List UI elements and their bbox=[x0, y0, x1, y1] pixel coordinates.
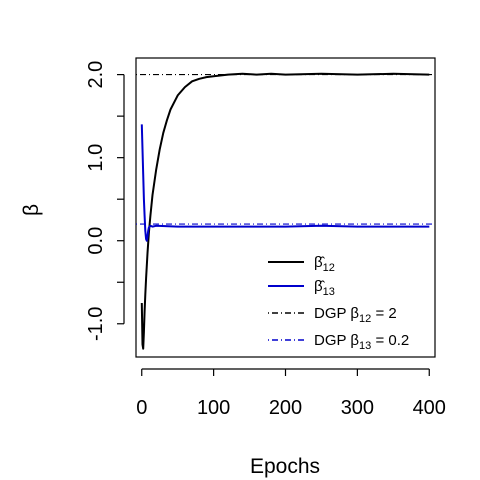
plot-frame bbox=[135, 57, 436, 358]
legend-label-3: DGP β12 = 2 bbox=[314, 305, 397, 325]
x-axis: 0 100 200 300 400 bbox=[136, 368, 446, 419]
x-tick-label: 0 bbox=[136, 397, 147, 419]
x-tick-label: 400 bbox=[413, 397, 446, 419]
legend-label-1: β̂12 bbox=[314, 254, 335, 274]
x-tick-label: 200 bbox=[269, 397, 302, 419]
reference-lines bbox=[136, 74, 435, 225]
y-axis: -1.0 0.0 1.0 2.0 bbox=[85, 61, 125, 341]
legend: β̂12 β̂13 DGP β12 = 2 DGP β13 = 0.2 bbox=[268, 254, 409, 352]
series-group bbox=[140, 72, 430, 350]
legend-label-4: DGP β13 = 0.2 bbox=[314, 332, 409, 352]
y-tick-label: -1.0 bbox=[85, 307, 107, 341]
y-tick-label: 0.0 bbox=[85, 227, 107, 255]
y-tick-label: 1.0 bbox=[85, 144, 107, 172]
series-line-2 bbox=[140, 124, 430, 242]
x-axis-title: Epochs bbox=[250, 455, 320, 478]
y-tick-label: 2.0 bbox=[85, 61, 107, 89]
legend-label-2: β̂13 bbox=[314, 278, 335, 298]
x-tick-label: 300 bbox=[341, 397, 374, 419]
y-axis-title: β bbox=[20, 204, 43, 216]
series-line-1 bbox=[140, 72, 430, 350]
x-tick-label: 100 bbox=[197, 397, 230, 419]
